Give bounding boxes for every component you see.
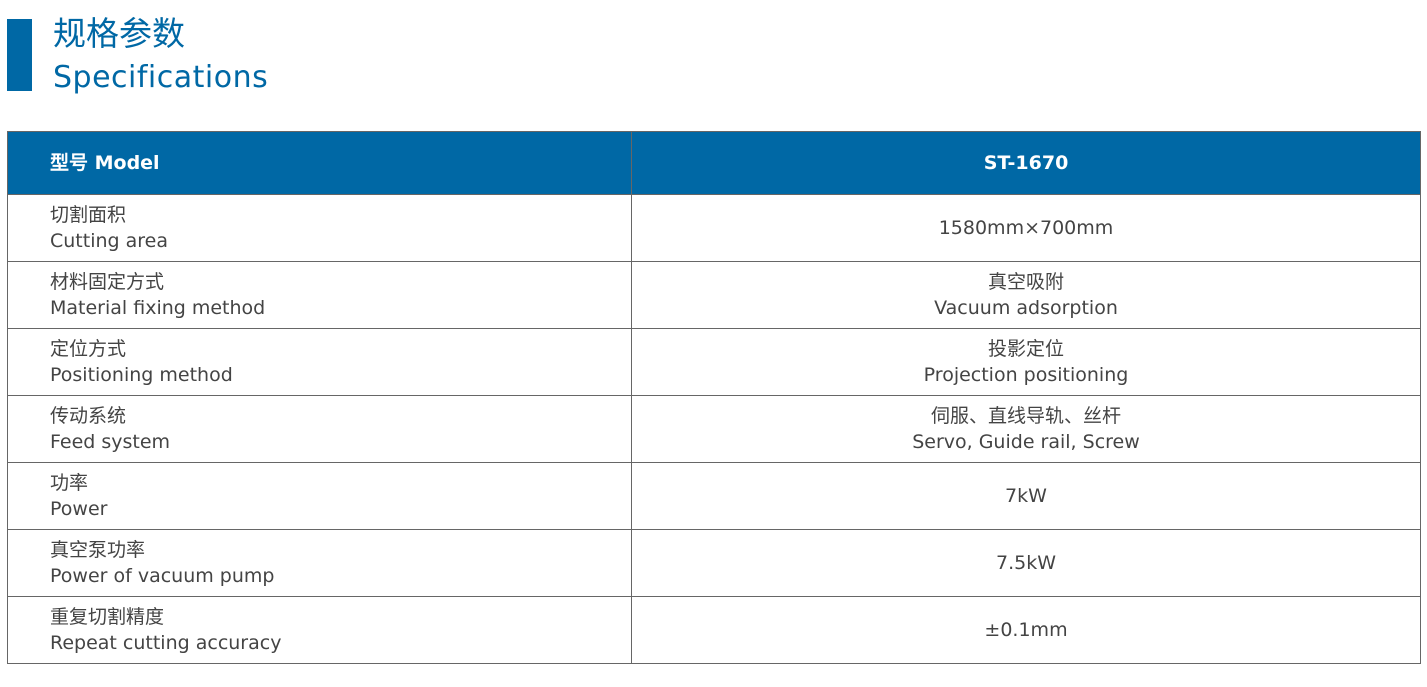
spec-label: 重复切割精度 Repeat cutting accuracy bbox=[7, 596, 632, 664]
spec-label: 材料固定方式 Material fixing method bbox=[7, 261, 632, 329]
table-row: 功率 Power 7kW bbox=[7, 462, 1421, 530]
spec-label-en: Power bbox=[50, 498, 108, 520]
spec-label-zh: 真空泵功率 bbox=[50, 539, 146, 561]
spec-value-en: Vacuum adsorption bbox=[934, 297, 1118, 319]
spec-value-zh: 真空吸附 bbox=[987, 271, 1064, 293]
spec-label-en: Feed system bbox=[50, 431, 171, 453]
title-en: Specifications bbox=[53, 60, 269, 95]
spec-label-en: Material fixing method bbox=[50, 297, 266, 319]
spec-value-en: 7kW bbox=[1005, 485, 1047, 507]
spec-value-en: 7.5kW bbox=[995, 552, 1056, 574]
table-row: 真空泵功率 Power of vacuum pump 7.5kW bbox=[7, 529, 1421, 597]
spec-label-en: Repeat cutting accuracy bbox=[50, 632, 282, 654]
spec-label-en: Power of vacuum pump bbox=[50, 565, 275, 587]
table-row: 切割面积 Cutting area 1580mm×700mm bbox=[7, 194, 1421, 262]
spec-value: ±0.1mm bbox=[631, 596, 1421, 664]
spec-label-zh: 重复切割精度 bbox=[50, 606, 165, 628]
header-label: 型号 Model bbox=[7, 131, 632, 195]
spec-label: 传动系统 Feed system bbox=[7, 395, 632, 463]
header-model-value: ST-1670 bbox=[631, 131, 1421, 195]
spec-value: 真空吸附 Vacuum adsorption bbox=[631, 261, 1421, 329]
table-row: 定位方式 Positioning method 投影定位 Projection pos… bbox=[7, 328, 1421, 396]
table-row: 材料固定方式 Material fixing method 真空吸附 Vacuum a… bbox=[7, 261, 1421, 329]
title-zh: 规格参数 bbox=[53, 14, 185, 53]
title-accent-bar bbox=[7, 19, 32, 91]
spec-label-en: Cutting area bbox=[50, 230, 168, 252]
specifications-table: 型号 Model ST-1670 切割面积 Cutting area 1580mm×… bbox=[7, 131, 1421, 664]
spec-value: 投影定位 Projection positioning bbox=[631, 328, 1421, 396]
spec-label: 切割面积 Cutting area bbox=[7, 194, 632, 262]
spec-label-zh: 传动系统 bbox=[50, 405, 127, 427]
spec-label-zh: 定位方式 bbox=[50, 338, 127, 360]
spec-label: 真空泵功率 Power of vacuum pump bbox=[7, 529, 632, 597]
spec-value-zh: 伺服、直线导轨、丝杆 bbox=[930, 405, 1121, 427]
spec-label: 定位方式 Positioning method bbox=[7, 328, 632, 396]
spec-value-en: Servo, Guide rail, Screw bbox=[912, 431, 1140, 453]
spec-label-en: Positioning method bbox=[50, 364, 233, 386]
spec-label-zh: 功率 bbox=[50, 472, 89, 494]
spec-value: 7kW bbox=[631, 462, 1421, 530]
spec-value: 7.5kW bbox=[631, 529, 1421, 597]
table-row: 传动系统 Feed system 伺服、直线导轨、丝杆 Servo, Guide ra… bbox=[7, 395, 1421, 463]
spec-value: 伺服、直线导轨、丝杆 Servo, Guide rail, Screw bbox=[631, 395, 1421, 463]
spec-label: 功率 Power bbox=[7, 462, 632, 530]
spec-label-zh: 材料固定方式 bbox=[50, 271, 165, 293]
spec-value: 1580mm×700mm bbox=[631, 194, 1421, 262]
table-row: 重复切割精度 Repeat cutting accuracy ±0.1mm bbox=[7, 596, 1421, 664]
spec-value-zh: 投影定位 bbox=[987, 338, 1064, 360]
spec-label-zh: 切割面积 bbox=[50, 204, 127, 226]
spec-value-en: Projection positioning bbox=[923, 364, 1129, 386]
table-header: 型号 Model ST-1670 bbox=[7, 131, 1421, 195]
spec-value-en: ±0.1mm bbox=[984, 619, 1068, 641]
spec-value-en: 1580mm×700mm bbox=[938, 217, 1114, 239]
